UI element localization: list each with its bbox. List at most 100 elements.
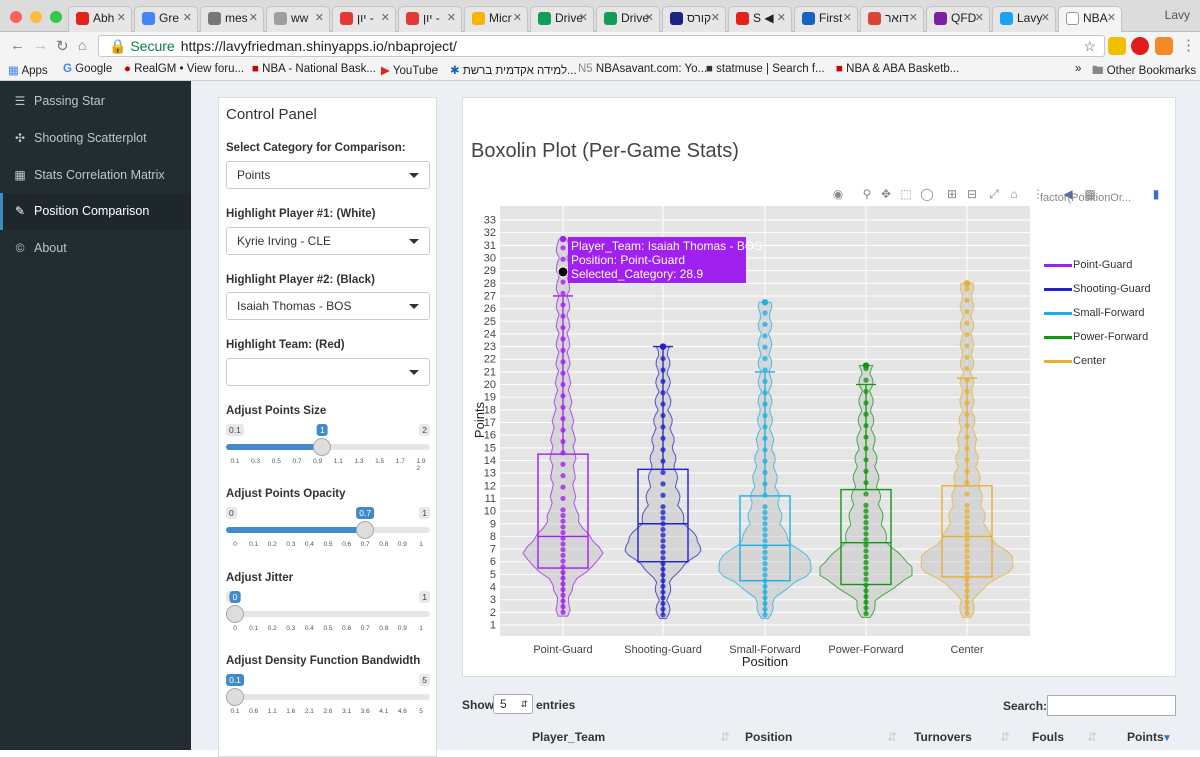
close-tab-icon[interactable]: ✕ <box>908 12 918 24</box>
home-icon[interactable]: ⌂ <box>78 37 87 53</box>
browser-tab[interactable]: ww ✕ <box>266 6 330 32</box>
zoom-in-icon[interactable]: ⊞ <box>946 187 958 201</box>
lasso-icon[interactable]: ◯ <box>920 187 934 201</box>
bookmark-nba[interactable]: ■ NBA - National Bask... <box>252 63 376 75</box>
sort-icon[interactable]: ⇵ <box>887 730 898 744</box>
points-opacity-slider[interactable]: 0 1 0.7 0 0.1 0.2 0.3 0.4 0.5 0.6 0.7 0.8 0.9 1 <box>226 507 430 548</box>
column-header-points[interactable]: Points <box>1127 730 1164 744</box>
bookmarks-overflow[interactable]: » <box>1075 63 1082 75</box>
slider-handle[interactable] <box>226 605 244 623</box>
bookmark-realgm[interactable]: ● RealGM • View foru... <box>124 63 245 75</box>
other-bookmarks[interactable]: 🖿 Other Bookmarks <box>1092 65 1197 77</box>
column-header-fouls[interactable]: Fouls <box>1032 730 1064 744</box>
browser-tab[interactable]: יון - ✕ <box>332 6 396 32</box>
close-tab-icon[interactable]: ✕ <box>1040 12 1050 24</box>
sort-icon[interactable]: ⇵ <box>1087 730 1098 744</box>
closest-hover-icon[interactable]: ▩ <box>1084 187 1096 201</box>
reload-icon[interactable]: ↻ <box>56 38 69 55</box>
close-tab-icon[interactable]: ✕ <box>248 12 258 24</box>
close-tab-icon[interactable]: ✕ <box>710 12 720 24</box>
browser-tab[interactable]: Lavy ✕ <box>992 6 1056 32</box>
team-select[interactable] <box>226 358 430 386</box>
browser-tab[interactable]: NBA ✕ <box>1058 6 1122 32</box>
browser-tab[interactable]: QFD ✕ <box>926 6 990 32</box>
plotly-logo-icon[interactable]: ▮ <box>1152 187 1160 201</box>
browser-tab[interactable]: S ◀ ✕ <box>728 6 792 32</box>
bookmark-star-icon[interactable]: ☆ <box>1083 38 1096 54</box>
jitter-slider[interactable]: 01000.10.20.30.40.50.60.70.80.91 <box>226 591 430 632</box>
close-tab-icon[interactable]: ✕ <box>644 12 654 24</box>
honey-icon[interactable] <box>1155 37 1173 55</box>
sidebar-item-about[interactable]: © About <box>0 230 191 267</box>
profile-name[interactable]: Lavy <box>1164 8 1190 22</box>
player1-select[interactable]: Kyrie Irving - CLE <box>226 227 430 255</box>
sort-icon[interactable]: ⇵ <box>720 730 731 744</box>
close-tab-icon[interactable]: ✕ <box>974 12 984 24</box>
bookmark-youtube[interactable]: ▶ YouTube <box>381 65 439 77</box>
bookmark-nbasavant[interactable]: N5 NBAsavant.com: Yo... <box>578 63 708 75</box>
sort-icon[interactable]: ⇵ <box>1000 730 1011 744</box>
close-tab-icon[interactable]: ✕ <box>512 12 522 24</box>
maximize-window-button[interactable] <box>50 11 62 23</box>
slider-track[interactable] <box>226 694 430 700</box>
search-input[interactable] <box>1047 695 1176 716</box>
column-header-turnovers[interactable]: Turnovers <box>914 730 972 744</box>
reset-axes-icon[interactable]: ⌂ <box>1010 187 1018 201</box>
close-window-button[interactable] <box>10 11 22 23</box>
close-tab-icon[interactable]: ✕ <box>842 12 852 24</box>
browser-tab[interactable]: Gre ✕ <box>134 6 198 32</box>
box-select-icon[interactable]: ⬚ <box>900 187 912 201</box>
sidebar-item-stats-correlation[interactable]: ▦ Stats Correlation Matrix <box>0 157 191 194</box>
browser-tab[interactable]: First ✕ <box>794 6 858 32</box>
slider-handle[interactable] <box>313 438 332 456</box>
browser-tab[interactable]: Abh ✕ <box>68 6 132 32</box>
opera-icon[interactable] <box>1131 37 1149 55</box>
zoom-icon[interactable]: ⚲ <box>862 187 872 201</box>
browser-tab[interactable]: Micr ✕ <box>464 6 528 32</box>
browser-tab[interactable]: יון - ✕ <box>398 6 462 32</box>
bookmark-aba[interactable]: ■ NBA & ABA Basketb... <box>836 63 960 75</box>
sidebar-item-shooting-scatterplot[interactable]: ✣ Shooting Scatterplot <box>0 120 191 157</box>
entries-select[interactable]: 5 ⇵ <box>493 694 533 714</box>
browser-tab[interactable]: Drive ✕ <box>596 6 660 32</box>
close-tab-icon[interactable]: ✕ <box>578 12 588 24</box>
points-size-slider[interactable]: 0.1 2 1 0.1 0.3 0.5 0.7 0.9 1.1 1.3 1.5 1.7 1.9 2 <box>226 424 430 472</box>
close-tab-icon[interactable]: ✕ <box>380 12 390 24</box>
minimize-window-button[interactable] <box>30 11 42 23</box>
bookmark-google[interactable]: G Google <box>63 63 113 75</box>
category-select[interactable]: Points <box>226 161 430 189</box>
browser-tab[interactable]: mes ✕ <box>200 6 264 32</box>
column-header-position[interactable]: Position <box>745 730 793 744</box>
close-tab-icon[interactable]: ✕ <box>1106 12 1116 24</box>
forward-arrow-icon[interactable]: → <box>33 37 48 54</box>
pan-icon[interactable]: ✥ <box>880 187 892 201</box>
close-tab-icon[interactable]: ✕ <box>182 12 192 24</box>
player2-select[interactable]: Isaiah Thomas - BOS <box>226 292 430 320</box>
apps-bookmark[interactable]: ▦ Apps <box>8 65 48 77</box>
compare-hover-icon[interactable]: ◀ <box>1063 187 1073 201</box>
column-header-player-team[interactable]: Player_Team <box>532 730 606 744</box>
menu-icon[interactable]: ⋮ <box>1181 37 1196 54</box>
slider-handle[interactable] <box>356 521 375 539</box>
browser-tab[interactable]: דואר ✕ <box>860 6 924 32</box>
zoom-out-icon[interactable]: ⊟ <box>966 187 978 201</box>
bookmark-hebrew[interactable]: ✱ למידה אקדמית ברשת... <box>450 65 577 77</box>
back-arrow-icon[interactable]: ← <box>10 37 25 54</box>
sidebar-item-position-comparison[interactable]: ✎ Position Comparison <box>0 193 191 230</box>
close-tab-icon[interactable]: ✕ <box>314 12 324 24</box>
extension-icon[interactable] <box>1108 37 1126 55</box>
close-tab-icon[interactable]: ✕ <box>776 12 786 24</box>
close-tab-icon[interactable]: ✕ <box>446 12 456 24</box>
bookmark-statmuse[interactable]: ■ statmuse | Search f... <box>706 63 825 75</box>
browser-tab[interactable]: Drive ✕ <box>530 6 594 32</box>
browser-tab[interactable]: קורס ✕ <box>662 6 726 32</box>
autoscale-icon[interactable]: ⤢ <box>989 187 999 201</box>
sidebar-item-passing-star[interactable]: ☰ Passing Star <box>0 83 191 120</box>
bandwidth-slider[interactable]: 0.150.10.10.61.11.62.12.63.13.64.14.65 <box>226 674 430 715</box>
sort-desc-icon[interactable]: ▼ <box>1162 733 1172 744</box>
close-tab-icon[interactable]: ✕ <box>116 12 126 24</box>
camera-icon[interactable]: ◉ <box>832 187 844 201</box>
slider-track[interactable] <box>226 611 430 617</box>
url-bar[interactable]: 🔒 Secure https://lavyfriedman.shinyapps.i… <box>98 35 1105 57</box>
slider-handle[interactable] <box>226 688 244 706</box>
